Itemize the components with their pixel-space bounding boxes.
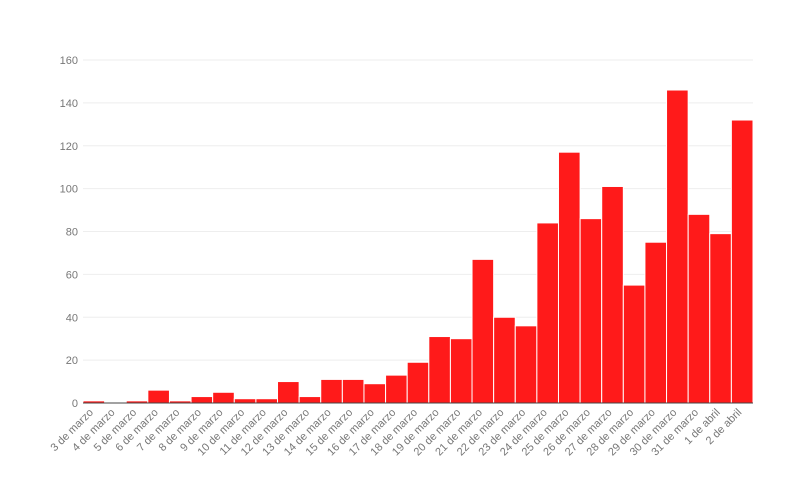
bar-7[interactable] <box>212 391 235 404</box>
y-tick-label: 80 <box>66 227 78 239</box>
bar-21[interactable] <box>514 325 538 404</box>
bar-8[interactable] <box>233 398 257 404</box>
bar-10[interactable] <box>277 381 300 404</box>
bar-18[interactable] <box>449 338 473 404</box>
y-tick-label: 40 <box>66 312 78 324</box>
bar-16[interactable] <box>406 361 430 404</box>
y-tick-label: 0 <box>72 398 78 410</box>
gridlines <box>83 59 753 361</box>
y-tick-label: 20 <box>66 355 78 367</box>
y-tick-label: 60 <box>66 269 78 281</box>
bar-17[interactable] <box>428 336 451 404</box>
bar-9[interactable] <box>255 398 279 404</box>
bar-30[interactable] <box>709 233 732 404</box>
bar-26[interactable] <box>622 284 646 404</box>
y-tick-label: 100 <box>60 184 78 196</box>
bar-27[interactable] <box>644 241 668 404</box>
bar-11[interactable] <box>298 396 322 404</box>
bar-6[interactable] <box>190 396 214 404</box>
bar-23[interactable] <box>557 151 581 404</box>
bar-4[interactable] <box>147 389 170 404</box>
bar-24[interactable] <box>579 218 603 404</box>
bar-20[interactable] <box>493 316 516 404</box>
bar-28[interactable] <box>666 89 689 404</box>
y-tick-label: 120 <box>60 141 78 153</box>
y-tick-label: 140 <box>60 98 78 110</box>
bar-19[interactable] <box>471 258 495 404</box>
y-axis-ticks: 0 20 40 60 80 100 120 140 160 <box>60 55 78 410</box>
bar-25[interactable] <box>601 185 624 404</box>
bar-29[interactable] <box>687 213 711 404</box>
bars <box>82 89 754 404</box>
bar-14[interactable] <box>363 383 387 404</box>
bar-31[interactable] <box>730 119 754 404</box>
bar-12[interactable] <box>320 378 343 404</box>
bar-22[interactable] <box>536 222 559 404</box>
bar-15[interactable] <box>385 374 408 404</box>
bar-13[interactable] <box>341 378 365 404</box>
y-tick-label: 160 <box>60 55 78 67</box>
